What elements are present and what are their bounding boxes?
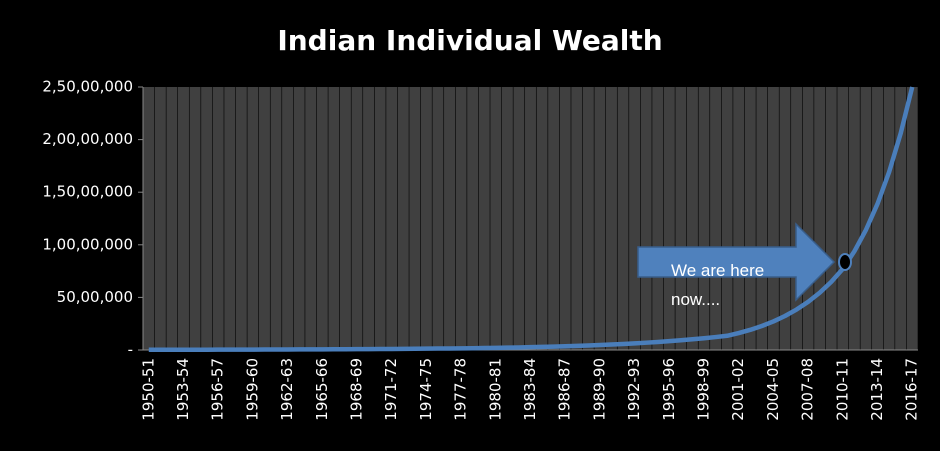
x-tick-label: 2004-05	[764, 358, 782, 421]
x-tick-label: 1962-63	[278, 358, 296, 421]
annotation-arrow	[637, 222, 836, 302]
y-tick-label: 1,50,00,000	[42, 183, 133, 201]
annotation: We are here now....	[671, 261, 765, 309]
x-tick-label: 1956-57	[209, 358, 227, 421]
x-tick-label: 1980-81	[486, 358, 504, 421]
grid	[142, 87, 919, 350]
y-tick-label: 1,00,00,000	[42, 235, 133, 253]
x-tick-label: 1968-69	[347, 358, 365, 421]
x-tick-label: 2007-08	[799, 358, 817, 421]
plot-area	[143, 87, 918, 350]
x-tick-label: 1983-84	[521, 358, 539, 421]
x-tick-label: 1959-60	[243, 358, 261, 421]
x-tick-label: 1995-96	[660, 358, 678, 421]
y-tick-label: 2,00,00,000	[42, 130, 133, 148]
x-tick-label: 1965-66	[313, 358, 331, 421]
x-tick-label: 2001-02	[729, 358, 747, 421]
data-line	[148, 86, 915, 353]
x-tick-label: 1992-93	[625, 358, 643, 421]
x-tick-label: 2010-11	[833, 358, 851, 421]
y-tick-label: 50,00,000	[57, 288, 133, 306]
x-tick-label: 1971-72	[382, 358, 400, 421]
chart-title: Indian Individual Wealth	[277, 24, 662, 57]
y-tick-label: 2,50,00,000	[42, 78, 133, 96]
y-tick-label: -	[128, 341, 133, 359]
x-tick-label: 2016-17	[903, 358, 921, 421]
x-tick-label: 1998-99	[695, 358, 713, 421]
x-tick-label: 1974-75	[417, 358, 435, 421]
x-tick-label: 1977-78	[452, 358, 470, 421]
position-marker	[838, 253, 852, 271]
x-tick-label: 2013-14	[868, 358, 886, 421]
x-tick-label: 1986-87	[556, 358, 574, 421]
x-tick-label: 1989-90	[590, 358, 608, 421]
x-tick-label: 1953-54	[174, 358, 192, 421]
x-tick-label: 1950-51	[139, 358, 157, 421]
